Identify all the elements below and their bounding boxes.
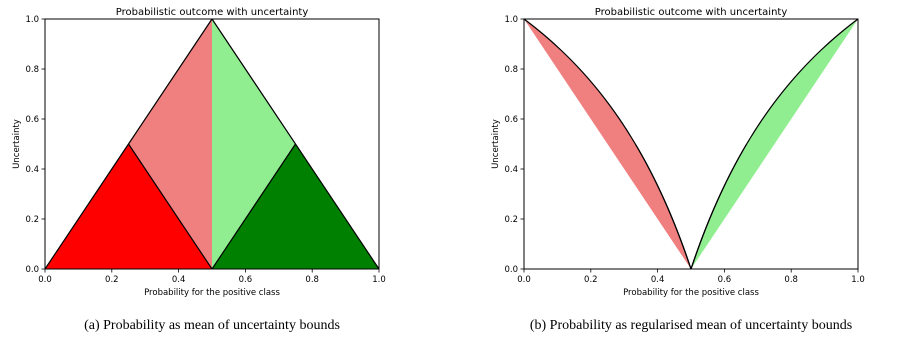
chart-b-ylabel: Uncertainty bbox=[491, 119, 501, 169]
chart-a-regions bbox=[45, 19, 379, 269]
x-tick-label: 0.0 bbox=[517, 275, 531, 285]
y-tick-label: 0.8 bbox=[25, 65, 39, 75]
x-tick-label: 1.0 bbox=[372, 275, 386, 285]
chart-b-caption: (b) Probability as regularised mean of u… bbox=[530, 318, 852, 333]
y-tick-label: 0.2 bbox=[504, 215, 518, 225]
y-tick-label: 1.0 bbox=[25, 15, 39, 25]
chart-a: 0.0 0.2 0.4 0.6 0.8 1.0 0.0 0.2 0.4 0.6 0.8 1.0 Pro… bbox=[12, 7, 386, 333]
y-tick-label: 1.0 bbox=[504, 15, 518, 25]
x-tick-label: 0.6 bbox=[718, 275, 732, 285]
x-tick-label: 0.8 bbox=[305, 275, 319, 285]
x-tick-label: 0.8 bbox=[784, 275, 798, 285]
chart-b: 0.0 0.2 0.4 0.6 0.8 1.0 0.0 0.2 0.4 0.6 0.8 1.0 Pro… bbox=[491, 7, 865, 333]
chart-b-xlabel: Probability for the positive class bbox=[623, 288, 759, 298]
x-tick-label: 1.0 bbox=[851, 275, 865, 285]
y-tick-label: 0.4 bbox=[504, 165, 518, 175]
x-tick-label: 0.0 bbox=[38, 275, 52, 285]
chart-a-ylabel: Uncertainty bbox=[12, 119, 22, 169]
y-tick-label: 0.8 bbox=[504, 65, 518, 75]
x-tick-label: 0.2 bbox=[584, 275, 598, 285]
y-tick-label: 0.6 bbox=[25, 115, 39, 125]
chart-b-regions bbox=[524, 19, 858, 269]
x-tick-label: 0.4 bbox=[651, 275, 665, 285]
region-lightgreen bbox=[691, 19, 858, 269]
y-tick-label: 0.0 bbox=[25, 265, 39, 275]
x-tick-label: 0.4 bbox=[172, 275, 186, 285]
x-tick-label: 0.2 bbox=[105, 275, 119, 285]
y-tick-label: 0.6 bbox=[504, 115, 518, 125]
y-tick-label: 0.4 bbox=[25, 165, 39, 175]
chart-a-title: Probabilistic outcome with uncertainty bbox=[116, 7, 309, 18]
y-tick-label: 0.2 bbox=[25, 215, 39, 225]
region-lightcoral bbox=[524, 19, 691, 269]
chart-b-frame bbox=[524, 19, 858, 269]
chart-a-caption: (a) Probability as mean of uncertainty b… bbox=[84, 318, 340, 333]
x-tick-label: 0.6 bbox=[239, 275, 253, 285]
chart-b-title: Probabilistic outcome with uncertainty bbox=[595, 7, 788, 18]
y-tick-label: 0.0 bbox=[504, 265, 518, 275]
chart-b-boundaries bbox=[524, 19, 858, 269]
chart-a-xlabel: Probability for the positive class bbox=[144, 288, 280, 298]
